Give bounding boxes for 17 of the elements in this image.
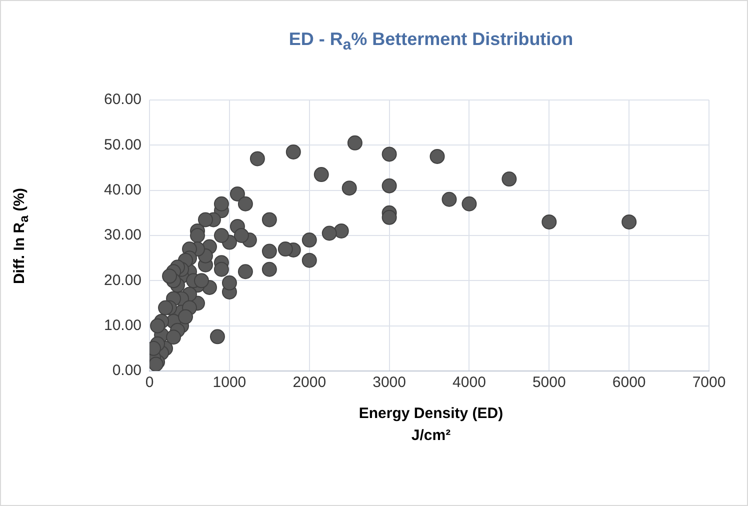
y-tick-label: 30.00	[104, 226, 142, 244]
x-tick-label: 4000	[452, 374, 486, 392]
y-tick-label: 0.00	[112, 362, 142, 380]
x-axis-title: Energy Density (ED) J/cm²	[358, 404, 504, 446]
x-tick-label: 3000	[372, 374, 406, 392]
y-tick-label: 20.00	[104, 272, 142, 289]
x-tick-label: 1000	[212, 374, 246, 392]
y-tick-label: 60.00	[104, 91, 142, 108]
chart-title: ED - R$_{a}$% Betterment Distribution	[288, 29, 574, 54]
x-tick-label: 5000	[532, 374, 566, 392]
y-tick-label: 10.00	[104, 316, 142, 334]
x-tick-label: 2000	[292, 374, 326, 392]
x-tick-label: 6000	[612, 374, 646, 392]
x-tick-label: 0	[145, 374, 154, 392]
y-tick-label: 50.00	[104, 136, 142, 154]
x-tick-label: 7000	[692, 374, 726, 392]
y-tick-label: 40.00	[104, 181, 142, 198]
